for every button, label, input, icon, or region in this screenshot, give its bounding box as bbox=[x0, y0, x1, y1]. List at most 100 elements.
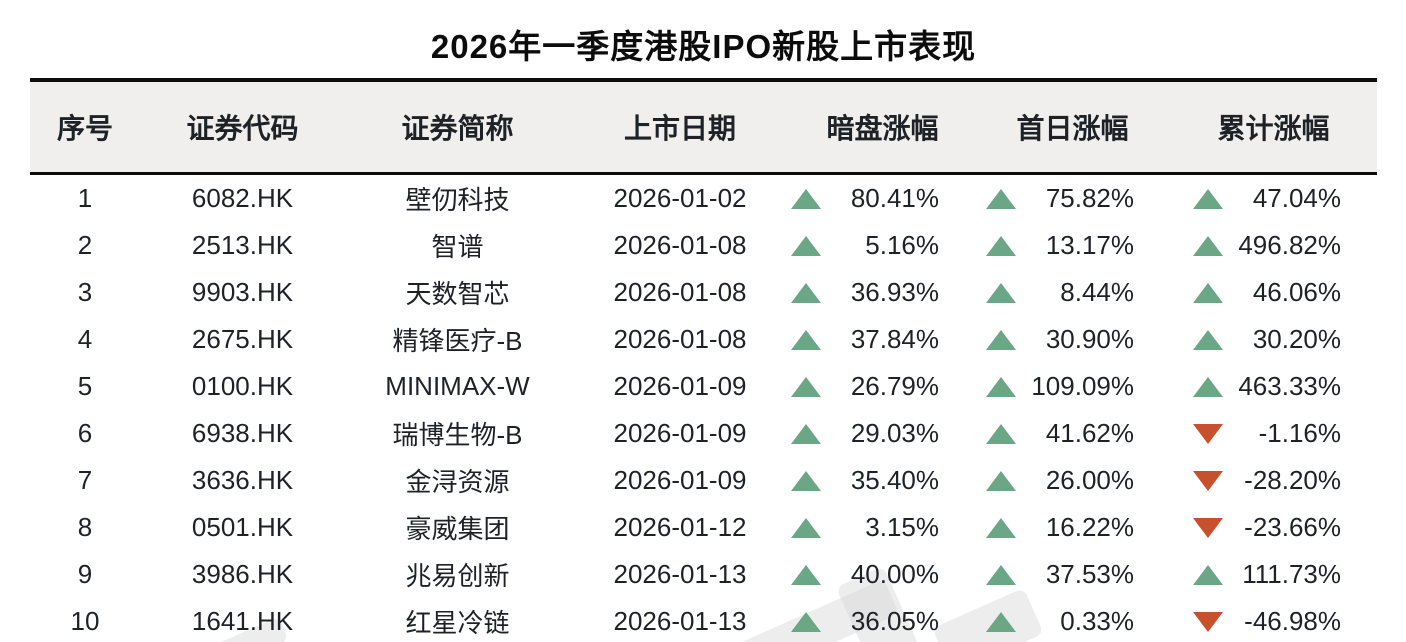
ipo-performance-table: 序号 证券代码 证券简称 上市日期 暗盘涨幅 首日涨幅 累计涨幅 1 6082.… bbox=[30, 78, 1377, 642]
first-day-gain-cell: 8.44% bbox=[975, 269, 1170, 316]
table-row: 3 9903.HK 天数智芯 2026-01-08 36.93% 8.44% 4… bbox=[30, 269, 1377, 316]
up-triangle-icon bbox=[791, 282, 821, 303]
first-day-gain-value: 75.82% bbox=[1045, 183, 1134, 213]
up-triangle-icon bbox=[791, 235, 821, 256]
down-triangle-icon bbox=[1193, 611, 1223, 632]
up-triangle-icon bbox=[986, 376, 1016, 397]
listing-date-value: 2026-01-09 bbox=[613, 465, 747, 495]
dark-pool-gain-cell: 5.16% bbox=[790, 222, 975, 269]
up-triangle-icon bbox=[1193, 564, 1223, 585]
listing-date-value: 2026-01-09 bbox=[613, 371, 747, 401]
up-triangle-icon bbox=[1193, 188, 1223, 209]
up-triangle-icon bbox=[1193, 235, 1223, 256]
col-header-stock-code: 证券代码 bbox=[186, 113, 299, 144]
row-index-value: 2 bbox=[77, 230, 93, 260]
cumulative-gain-cell: 47.04% bbox=[1170, 175, 1377, 222]
table-row: 5 0100.HK MINIMAX-W 2026-01-09 26.79% 10… bbox=[30, 363, 1377, 410]
dark-pool-gain-cell: 40.00% bbox=[790, 551, 975, 598]
stock-name-value: 天数智芯 bbox=[405, 279, 510, 309]
listing-date-value: 2026-01-09 bbox=[613, 418, 747, 448]
stock-name-value: MINIMAX-W bbox=[385, 371, 530, 401]
dark-pool-gain-value: 40.00% bbox=[850, 559, 939, 589]
stock-name-value: 金浔资源 bbox=[405, 467, 510, 497]
listing-date-value: 2026-01-12 bbox=[613, 512, 747, 542]
dark-pool-gain-value: 36.05% bbox=[850, 606, 939, 636]
row-index-value: 3 bbox=[77, 277, 93, 307]
row-index-value: 4 bbox=[77, 324, 93, 354]
up-triangle-icon bbox=[986, 329, 1016, 350]
page: 2026年一季度港股IPO新股上市表现 序号 证券代码 证券简称 上市日期 暗盘… bbox=[0, 20, 1406, 642]
up-triangle-icon bbox=[791, 611, 821, 632]
first-day-gain-cell: 30.90% bbox=[975, 316, 1170, 363]
up-triangle-icon bbox=[791, 517, 821, 538]
cumulative-gain-cell: 30.20% bbox=[1170, 316, 1377, 363]
col-header-listing-date: 上市日期 bbox=[623, 113, 736, 144]
first-day-gain-value: 26.00% bbox=[1045, 465, 1134, 495]
cumulative-gain-value: 111.73% bbox=[1242, 559, 1341, 589]
dark-pool-gain-cell: 35.40% bbox=[790, 457, 975, 504]
dark-pool-gain-value: 26.79% bbox=[850, 371, 939, 401]
stock-code-value: 6082.HK bbox=[191, 183, 294, 213]
cumulative-gain-cell: -23.66% bbox=[1170, 504, 1377, 551]
col-header-dark-pool-gain: 暗盘涨幅 bbox=[826, 113, 939, 144]
first-day-gain-cell: 109.09% bbox=[975, 363, 1170, 410]
listing-date-value: 2026-01-08 bbox=[613, 277, 747, 307]
table-row: 7 3636.HK 金浔资源 2026-01-09 35.40% 26.00% … bbox=[30, 457, 1377, 504]
stock-code-value: 0501.HK bbox=[191, 512, 294, 542]
first-day-gain-value: 109.09% bbox=[1031, 371, 1134, 401]
table-row: 4 2675.HK 精锋医疗-B 2026-01-08 37.84% 30.90… bbox=[30, 316, 1377, 363]
up-triangle-icon bbox=[791, 329, 821, 350]
first-day-gain-value: 0.33% bbox=[1060, 606, 1134, 636]
dark-pool-gain-value: 3.15% bbox=[865, 512, 939, 542]
dark-pool-gain-value: 35.40% bbox=[850, 465, 939, 495]
stock-name-value: 瑞博生物-B bbox=[392, 420, 523, 450]
cumulative-gain-cell: -1.16% bbox=[1170, 410, 1377, 457]
up-triangle-icon bbox=[986, 470, 1016, 491]
table-row: 9 3986.HK 兆易创新 2026-01-13 40.00% 37.53% … bbox=[30, 551, 1377, 598]
dark-pool-gain-value: 80.41% bbox=[850, 183, 939, 213]
table-row: 10 1641.HK 红星冷链 2026-01-13 36.05% 0.33% … bbox=[30, 598, 1377, 642]
cumulative-gain-value: 30.20% bbox=[1252, 324, 1341, 354]
dark-pool-gain-value: 36.93% bbox=[850, 277, 939, 307]
dark-pool-gain-cell: 36.05% bbox=[790, 598, 975, 642]
stock-code-value: 0100.HK bbox=[191, 371, 294, 401]
first-day-gain-value: 13.17% bbox=[1045, 230, 1134, 260]
col-header-first-day-gain: 首日涨幅 bbox=[1016, 113, 1129, 144]
page-title: 2026年一季度港股IPO新股上市表现 bbox=[430, 28, 977, 65]
listing-date-value: 2026-01-02 bbox=[613, 183, 747, 213]
cumulative-gain-value: 47.04% bbox=[1252, 183, 1341, 213]
cumulative-gain-value: -46.98% bbox=[1244, 606, 1341, 636]
cumulative-gain-cell: 496.82% bbox=[1170, 222, 1377, 269]
down-triangle-icon bbox=[1193, 517, 1223, 538]
up-triangle-icon bbox=[986, 423, 1016, 444]
row-index-value: 8 bbox=[77, 512, 93, 542]
cumulative-gain-cell: -46.98% bbox=[1170, 598, 1377, 642]
up-triangle-icon bbox=[791, 470, 821, 491]
col-header-cumulative-gain: 累计涨幅 bbox=[1217, 113, 1330, 144]
stock-name-value: 兆易创新 bbox=[405, 561, 510, 591]
cumulative-gain-value: -23.66% bbox=[1244, 512, 1341, 542]
up-triangle-icon bbox=[791, 188, 821, 209]
dark-pool-gain-value: 37.84% bbox=[850, 324, 939, 354]
dark-pool-gain-cell: 29.03% bbox=[790, 410, 975, 457]
up-triangle-icon bbox=[986, 611, 1016, 632]
down-triangle-icon bbox=[1193, 423, 1223, 444]
dark-pool-gain-value: 29.03% bbox=[850, 418, 939, 448]
stock-name-value: 红星冷链 bbox=[405, 608, 510, 638]
row-index-value: 9 bbox=[77, 559, 93, 589]
row-index-value: 7 bbox=[77, 465, 93, 495]
row-index-value: 10 bbox=[70, 606, 100, 636]
table-row: 6 6938.HK 瑞博生物-B 2026-01-09 29.03% 41.62… bbox=[30, 410, 1377, 457]
stock-code-value: 1641.HK bbox=[191, 606, 294, 636]
first-day-gain-value: 30.90% bbox=[1045, 324, 1134, 354]
first-day-gain-cell: 37.53% bbox=[975, 551, 1170, 598]
dark-pool-gain-value: 5.16% bbox=[865, 230, 939, 260]
up-triangle-icon bbox=[791, 564, 821, 585]
table-body: 1 6082.HK 壁仞科技 2026-01-02 80.41% 75.82% … bbox=[30, 175, 1377, 642]
cumulative-gain-value: 46.06% bbox=[1252, 277, 1341, 307]
stock-name-value: 精锋医疗-B bbox=[392, 326, 523, 356]
cumulative-gain-cell: -28.20% bbox=[1170, 457, 1377, 504]
table-header-row: 序号 证券代码 证券简称 上市日期 暗盘涨幅 首日涨幅 累计涨幅 bbox=[30, 82, 1377, 175]
up-triangle-icon bbox=[986, 282, 1016, 303]
listing-date-value: 2026-01-08 bbox=[613, 230, 747, 260]
